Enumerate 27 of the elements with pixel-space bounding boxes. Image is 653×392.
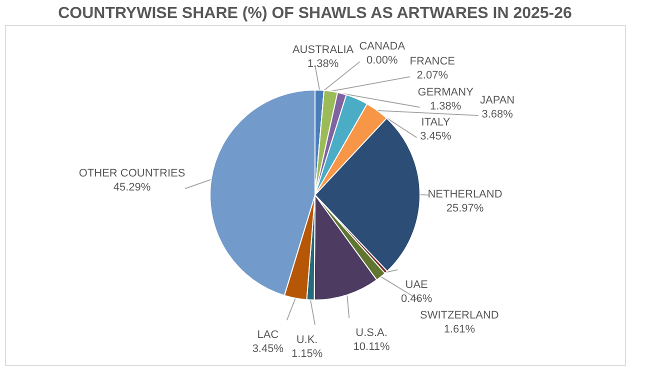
slice-label: OTHER COUNTRIES	[78, 168, 186, 180]
data-label: 1.38%	[430, 100, 462, 112]
category-label: CANADA	[359, 40, 406, 53]
data-label: 3.45%	[252, 343, 284, 356]
data-label: 1.15%	[291, 348, 323, 360]
data-label: 10.11%	[353, 341, 390, 354]
data-label: 0.46%	[400, 292, 432, 305]
slice-label: ITALY	[421, 116, 451, 129]
slice-label: SWITZERLAND	[420, 310, 499, 322]
data-label: 25.97%	[446, 202, 484, 215]
slice-label: LAC	[257, 329, 279, 342]
slice-label: AUSTRALIA	[292, 44, 354, 56]
slice-label: U.K.	[296, 334, 318, 346]
slice-label: GERMANY	[418, 86, 474, 98]
slice-label: U.S.A.	[356, 327, 388, 340]
slice-label: UAE	[405, 278, 428, 291]
data-label: 1.61%	[444, 324, 476, 336]
data-label: 3.68%	[482, 108, 514, 120]
chart-title: COUNTRYWISE SHARE (%) OF SHAWLS AS ARTWARES IN 2025-26	[58, 5, 572, 22]
text: 0.00%	[366, 54, 398, 67]
data-label: 3.45%	[420, 130, 452, 143]
slice-label: JAPAN	[480, 94, 515, 106]
slice-label: NETHERLAND	[428, 188, 502, 201]
data-label: 2.07%	[416, 70, 448, 82]
data-label: 45.29%	[113, 182, 151, 194]
data-label: 1.38%	[307, 58, 339, 70]
slice-label: FRANCE	[410, 56, 456, 68]
